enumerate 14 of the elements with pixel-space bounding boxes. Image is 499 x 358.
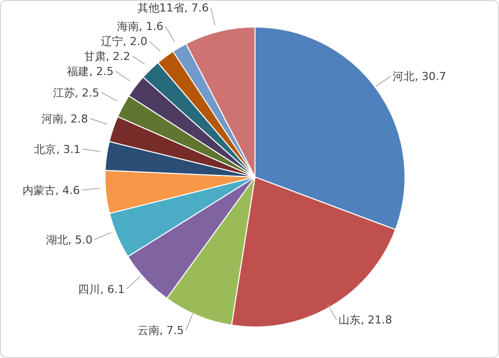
- slice-label: 甘肃, 2.2: [84, 50, 130, 63]
- slice-label: 海南, 1.6: [116, 20, 164, 33]
- slice-label: 内蒙古, 4.6: [22, 184, 80, 197]
- slice-label: 云南, 7.5: [137, 324, 184, 337]
- slice-label: 其他11省, 7.6: [137, 2, 209, 15]
- slice-label: 湖北, 5.0: [46, 233, 93, 246]
- slice-label: 河北, 30.7: [392, 70, 446, 83]
- slice-label: 北京, 3.1: [34, 142, 81, 156]
- slice-label: 河南, 2.8: [41, 112, 88, 126]
- slice-label: 江苏, 2.5: [52, 86, 100, 100]
- slice-label: 山东, 21.8: [338, 314, 392, 327]
- slice-label: 辽宁, 2.0: [100, 34, 148, 48]
- slice-label: 四川, 6.1: [78, 282, 125, 296]
- slice-label: 福建, 2.5: [67, 64, 114, 78]
